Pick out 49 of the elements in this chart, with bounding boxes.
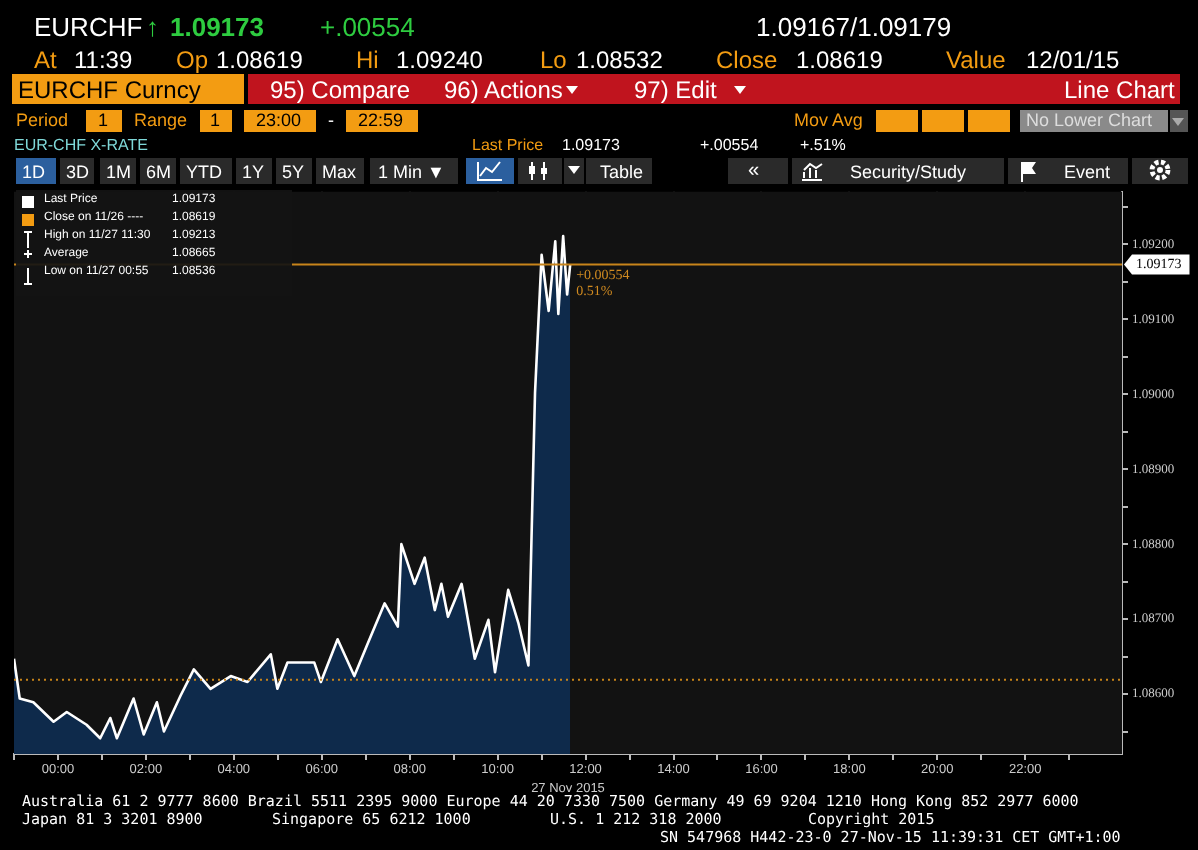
text: 1.08619 [216, 46, 303, 74]
text: 1D [22, 162, 46, 182]
text: EURCHF Curncy [18, 76, 201, 104]
text: 11:39 [74, 46, 133, 74]
text: 1Y [242, 162, 265, 182]
text: 1.09167/1.09179 [756, 12, 952, 42]
text: 1.09173 [170, 12, 264, 42]
text: Max [322, 162, 357, 182]
text: « [748, 160, 760, 182]
text: 5Y [282, 162, 305, 182]
text: +.00554 [700, 136, 759, 154]
text: Security/Study [850, 162, 967, 182]
text: ↑ [146, 12, 159, 42]
text: 12/01/15 [1026, 46, 1120, 74]
text: - [328, 110, 334, 130]
text: 1M [106, 162, 132, 182]
text: 96) Actions [444, 76, 563, 104]
text: No Lower Chart [1026, 110, 1153, 130]
text: +.51% [800, 136, 846, 154]
text: 1 [210, 110, 221, 130]
text: Last Price [472, 136, 544, 154]
text: Op [176, 46, 209, 74]
text: Lo [540, 46, 567, 74]
text: 1 [98, 110, 109, 130]
text: Value [946, 46, 1006, 74]
text: Close [716, 46, 778, 74]
text: 1.08532 [576, 46, 663, 74]
text: YTD [186, 162, 222, 182]
text: Event [1064, 162, 1111, 182]
text: 1.08619 [796, 46, 883, 74]
text: 1.09240 [396, 46, 483, 74]
text: Range [134, 110, 188, 130]
text: 1 Min ▼ [378, 162, 445, 182]
text: At [34, 46, 57, 74]
text: 22:59 [358, 110, 404, 130]
text: Line Chart [1064, 76, 1175, 104]
text: EURCHF [34, 12, 143, 42]
text: Hi [356, 46, 379, 74]
text: +.00554 [320, 12, 415, 42]
text: 1.09173 [562, 136, 620, 154]
text: EUR-CHF X-RATE [14, 136, 148, 154]
text: 6M [146, 162, 172, 182]
text: 97) Edit [634, 76, 717, 104]
text: 95) Compare [270, 76, 411, 104]
text: 23:00 [256, 110, 302, 130]
text: 3D [66, 162, 90, 182]
text: Period [16, 110, 69, 130]
text: Table [600, 162, 644, 182]
text: Mov Avg [794, 110, 863, 130]
